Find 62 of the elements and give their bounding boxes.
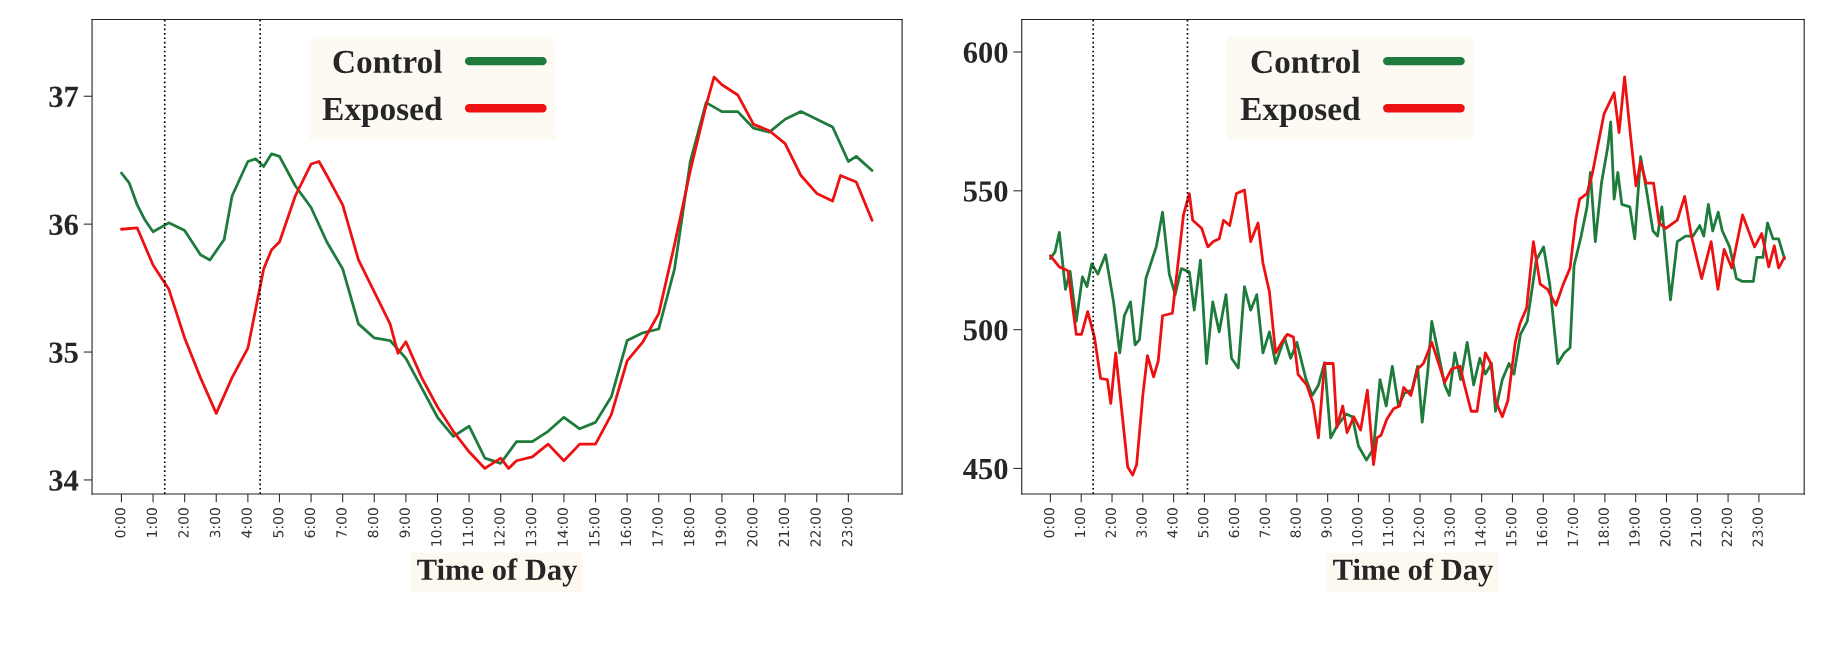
y-tick-label: 36	[49, 214, 78, 236]
x-tick-label: 17:00	[1567, 508, 1579, 546]
x-tick-label: 7:00	[1259, 508, 1271, 538]
x-tick-label: 11:00	[1382, 508, 1394, 546]
x-tick-label: 19:00	[1629, 508, 1640, 546]
x-tick-label: 22:00	[1721, 508, 1733, 547]
x-tick-label: 8:00	[367, 508, 379, 538]
x-tick-label: 12:00	[494, 508, 505, 546]
x-tick-label: 10:00	[431, 508, 442, 546]
y-tick-label: 500	[963, 319, 1008, 341]
x-tick-label: 23:00	[1752, 508, 1763, 547]
x-tick-label: 21:00	[778, 508, 790, 547]
x-tick-label: 9:00	[1321, 508, 1332, 538]
x-tick-label: 1:00	[1074, 508, 1086, 537]
legend-label: Control	[1251, 49, 1361, 74]
y-tick-label: 600	[963, 42, 1008, 63]
x-tick-label: 16:00	[1536, 508, 1548, 546]
y-tick-label: 450	[963, 458, 1008, 480]
x-tick-label: 0:00	[114, 508, 126, 538]
x-tick-label: 3:00	[209, 508, 221, 538]
x-tick-label: 4:00	[241, 508, 252, 538]
legend-label: Exposed	[322, 96, 443, 128]
x-tick-label: 9:00	[399, 508, 410, 538]
x-tick-label: 19:00	[715, 508, 726, 546]
x-axis-title: Time of Day	[417, 558, 578, 587]
x-tick-label: 17:00	[652, 508, 663, 546]
x-tick-label: 0:00	[1043, 508, 1055, 538]
y-tick-label: 550	[963, 181, 1008, 202]
x-tick-label: 16:00	[620, 508, 632, 546]
y-tick-label: 35	[49, 342, 78, 363]
x-tick-label: 15:00	[1505, 508, 1517, 546]
x-tick-label: 23:00	[841, 508, 853, 547]
legend-label: Exposed	[1240, 96, 1361, 128]
x-tick-label: 2:00	[178, 508, 189, 538]
legend-label: Control	[333, 49, 442, 74]
x-tick-label: 11:00	[462, 508, 474, 546]
x-tick-label: 6:00	[1228, 508, 1240, 538]
x-tick-label: 21:00	[1690, 508, 1702, 547]
x-tick-label: 18:00	[683, 508, 695, 546]
x-tick-label: 13:00	[525, 508, 537, 546]
y-tick-label: 34	[49, 470, 79, 491]
x-tick-label: 20:00	[1660, 508, 1671, 547]
x-tick-label: 12:00	[1413, 508, 1425, 546]
x-tick-label: 3:00	[1136, 508, 1147, 538]
x-tick-label: 1:00	[146, 508, 158, 537]
x-tick-label: 7:00	[336, 508, 347, 538]
x-tick-label: 4:00	[1167, 508, 1178, 538]
x-tick-label: 13:00	[1444, 508, 1455, 546]
y-tick-label: 37	[49, 86, 79, 108]
x-tick-label: 5:00	[272, 508, 284, 538]
x-tick-label: 8:00	[1290, 508, 1301, 538]
x-tick-label: 6:00	[304, 508, 316, 538]
x-tick-label: 10:00	[1351, 508, 1363, 546]
x-tick-label: 18:00	[1598, 508, 1609, 546]
x-axis-title: Time of Day	[1333, 558, 1494, 587]
x-tick-label: 22:00	[810, 508, 821, 547]
x-tick-label: 14:00	[557, 508, 568, 546]
x-tick-label: 5:00	[1197, 508, 1209, 538]
x-tick-label: 14:00	[1475, 508, 1486, 546]
x-tick-label: 2:00	[1105, 508, 1117, 538]
x-tick-label: 15:00	[589, 508, 600, 546]
x-tick-label: 20:00	[747, 508, 758, 547]
